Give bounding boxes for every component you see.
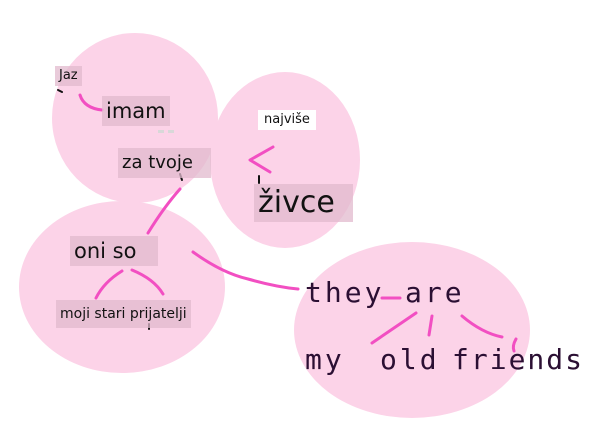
word-oni-so: oni so <box>70 236 159 266</box>
word-my: my <box>305 343 345 376</box>
word-old: old <box>380 343 440 376</box>
link-are-old <box>427 314 434 337</box>
link-za-tvoje-oni-so <box>146 187 182 235</box>
word-zivce: živce <box>254 184 353 222</box>
word-imam: imam <box>102 96 170 126</box>
link-jaz-imam <box>78 93 104 112</box>
link-oni-so-prijatelji-left <box>94 269 124 300</box>
mark-faint-2 <box>168 130 174 133</box>
link-oni-so-prijatelji-right <box>130 268 165 296</box>
link-oni-so-english <box>191 250 300 291</box>
word-are: are <box>405 276 465 309</box>
word-najvise: najviše <box>258 110 316 130</box>
mark-near-jaz <box>57 89 63 93</box>
link-zivce-za-tvoje <box>248 145 275 174</box>
bubble-oni-so <box>19 201 225 373</box>
mark-faint-1 <box>158 130 164 133</box>
link-are-my <box>370 311 418 345</box>
link-friends-tail <box>511 337 518 353</box>
word-they: they <box>305 276 385 309</box>
word-moji-stari-prijatelji: moji stari prijatelji <box>56 300 191 328</box>
word-friends: friends <box>452 343 585 376</box>
link-are-friends <box>460 314 504 339</box>
bubble-english <box>294 242 530 418</box>
word-za-tvoje: za tvoje <box>118 148 211 178</box>
word-jaz: Jaz <box>55 66 82 86</box>
